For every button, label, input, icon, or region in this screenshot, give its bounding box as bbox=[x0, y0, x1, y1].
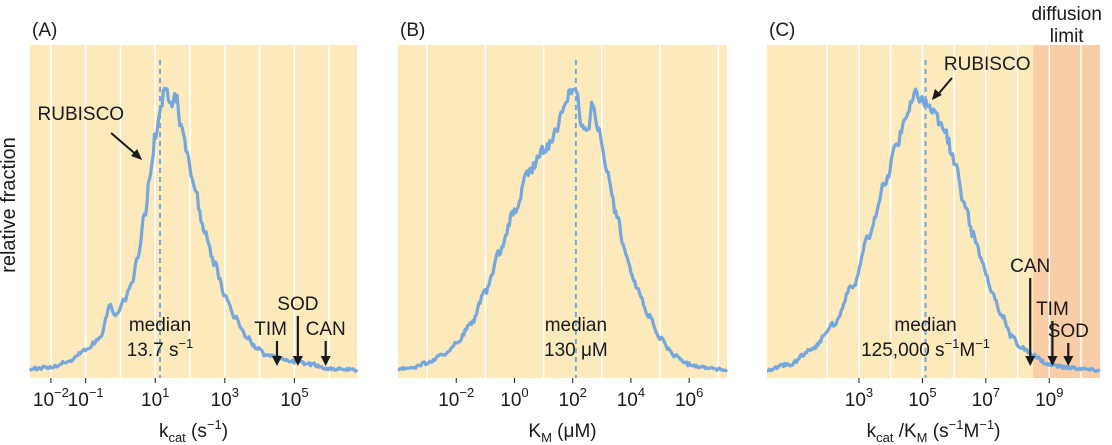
panel-label: (A) bbox=[32, 20, 57, 41]
plot-background bbox=[398, 45, 727, 378]
arrow-head bbox=[320, 356, 331, 366]
distribution-curve bbox=[28, 86, 359, 373]
annotation-label: CAN bbox=[306, 319, 346, 340]
x-tick-label: 105 bbox=[280, 385, 308, 411]
arrow-head bbox=[131, 149, 143, 160]
panel-label: (C) bbox=[769, 20, 795, 41]
x-axis-label: kcat /KM (s−1M−1) bbox=[867, 417, 1001, 445]
x-axis-label: kcat (s−1) bbox=[159, 417, 228, 445]
annotation-rubisco: RUBISCO bbox=[38, 104, 143, 160]
x-tick-label: 109 bbox=[1035, 385, 1063, 411]
x-tick-label: 102 bbox=[559, 385, 587, 411]
diffusion-limit-region bbox=[1033, 45, 1100, 378]
annotation-label: RUBISCO bbox=[944, 54, 1031, 75]
x-axis-label: KM (μM) bbox=[528, 421, 596, 445]
x-tick-label: 10−1 bbox=[68, 385, 104, 411]
x-tick-label: 103 bbox=[211, 385, 239, 411]
annotation-sod: SOD bbox=[1048, 321, 1089, 366]
panel-label: (B) bbox=[400, 20, 425, 41]
annotation-label: RUBISCO bbox=[38, 104, 125, 125]
annotation-can: CAN bbox=[306, 319, 346, 366]
annotation-label: TIM bbox=[254, 319, 287, 340]
arrow-head bbox=[931, 89, 942, 100]
distribution-curve bbox=[397, 87, 729, 373]
arrow-head bbox=[292, 356, 303, 366]
distribution-curve bbox=[766, 87, 1101, 373]
annotation-tim: TIM bbox=[1036, 299, 1069, 366]
annotation-label: SOD bbox=[1048, 321, 1089, 342]
annotation-label: CAN bbox=[1010, 256, 1050, 277]
median-value: 13.7 s−1 bbox=[127, 336, 194, 361]
annotation-label: TIM bbox=[1036, 299, 1069, 320]
diffusion-limit-label: diffusion limit bbox=[1031, 4, 1101, 47]
median-title: median bbox=[894, 315, 956, 336]
median-title: median bbox=[545, 315, 607, 336]
arrow-head bbox=[1047, 356, 1058, 366]
x-tick-label: 10−2 bbox=[33, 385, 69, 411]
annotation-rubisco: RUBISCO bbox=[931, 54, 1031, 100]
plot-background bbox=[30, 45, 357, 378]
y-axis-label: relative fraction bbox=[0, 137, 20, 273]
arrow-head bbox=[271, 356, 282, 366]
annotation-can: CAN bbox=[1010, 256, 1050, 366]
median-title: median bbox=[129, 315, 191, 336]
annotation-sod: SOD bbox=[277, 294, 318, 366]
x-tick-label: 10−2 bbox=[438, 385, 474, 411]
x-tick-label: 107 bbox=[972, 385, 1000, 411]
arrow-head bbox=[1025, 356, 1036, 366]
x-tick-label: 101 bbox=[141, 385, 169, 411]
annotation-tim: TIM bbox=[254, 319, 287, 366]
x-tick-label: 100 bbox=[500, 385, 528, 411]
panel-b: (B) median 130 μM 10−2 100 102 104 106 KM (μM) bbox=[397, 20, 729, 445]
x-tick-label: 106 bbox=[675, 385, 703, 411]
x-tick-label: 103 bbox=[845, 385, 873, 411]
x-tick-label: 105 bbox=[908, 385, 936, 411]
x-tick-label: 104 bbox=[617, 385, 645, 411]
arrow-head bbox=[1063, 356, 1074, 366]
median-value: 130 μM bbox=[544, 340, 608, 361]
annotation-label: SOD bbox=[277, 294, 318, 315]
median-value: 125,000 s−1M−1 bbox=[861, 336, 990, 361]
